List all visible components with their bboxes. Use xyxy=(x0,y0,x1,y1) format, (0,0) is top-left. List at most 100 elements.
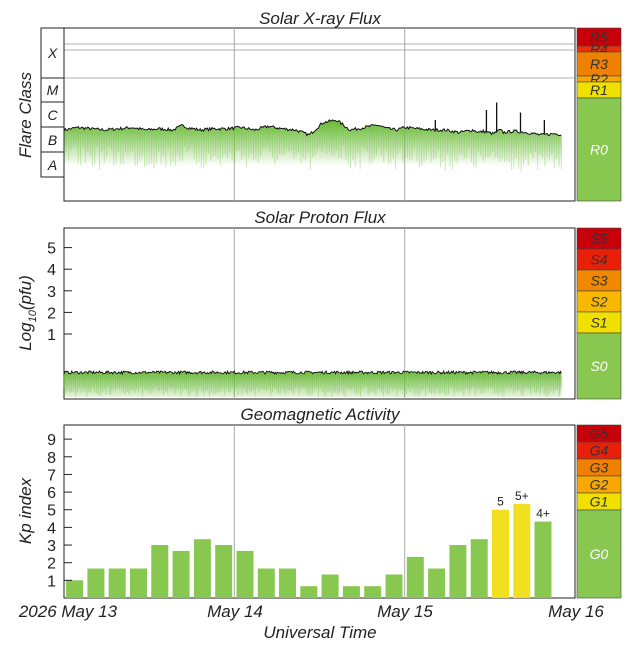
kp-bar xyxy=(279,568,296,598)
kp-bar xyxy=(513,503,531,598)
scale-band xyxy=(576,332,622,400)
scale-label: S2 xyxy=(590,294,607,310)
kp-bar xyxy=(193,539,211,598)
ytick-label: 1 xyxy=(47,327,56,344)
scale-label: S0 xyxy=(590,358,607,374)
proton-yticks: 1 2 3 4 5 xyxy=(47,241,72,344)
kp-gridlines xyxy=(233,425,406,598)
scale-label: S1 xyxy=(590,315,607,331)
kp-bar-label: 5 xyxy=(497,495,504,509)
kp-bar xyxy=(428,568,446,598)
proton-area-fill xyxy=(64,370,562,397)
scale-label: G1 xyxy=(590,494,609,510)
xray-plot-area xyxy=(63,27,576,202)
scale-label: S5 xyxy=(590,231,607,247)
ytick-label: 7 xyxy=(47,467,56,484)
time-tick-label: May 15 xyxy=(377,602,433,621)
kp-bar xyxy=(151,545,169,598)
class-label: C xyxy=(47,107,58,123)
scale-label: G5 xyxy=(590,426,609,442)
class-box xyxy=(40,151,65,178)
kp-bar xyxy=(406,556,424,598)
kp-bars: 5 5+ 4+ xyxy=(66,489,552,598)
scale-label: S4 xyxy=(590,252,607,268)
ytick-label: 4 xyxy=(47,262,56,279)
kp-bar xyxy=(130,568,147,598)
kp-bar xyxy=(108,568,126,598)
ytick-label: 3 xyxy=(47,284,56,301)
kp-plot-area xyxy=(63,424,576,599)
proton-title: Solar Proton Flux xyxy=(254,208,386,227)
scale-label: R5 xyxy=(590,29,608,45)
kp-bar xyxy=(215,545,233,598)
xray-area-fill xyxy=(64,119,562,166)
kp-bar xyxy=(321,574,339,598)
kp-bar xyxy=(342,586,360,598)
ytick-label: 2 xyxy=(47,556,56,573)
radiation-storm-scale: S5 S4 S3 S2 S1 S0 xyxy=(576,227,622,400)
kp-bar xyxy=(470,539,488,598)
scale-band xyxy=(576,509,622,599)
xray-flux-line xyxy=(63,119,562,137)
kp-bar xyxy=(236,550,254,598)
xray-title: Solar X-ray Flux xyxy=(259,9,381,28)
kp-bar xyxy=(492,509,509,598)
proton-ylabel: Log10(pfu) xyxy=(16,275,39,351)
ytick-label: 1 xyxy=(47,573,56,590)
ytick-label: 6 xyxy=(47,485,56,502)
proton-flux-area xyxy=(63,369,562,397)
xray-gridlines xyxy=(64,28,575,201)
kp-bar xyxy=(172,550,190,598)
class-label: B xyxy=(48,132,57,148)
scale-label: G3 xyxy=(590,460,609,476)
scale-band xyxy=(576,97,622,202)
scale-label: R1 xyxy=(590,82,608,98)
time-tick-label: May 14 xyxy=(207,602,263,621)
proton-flux-line xyxy=(63,369,562,376)
kp-bar-label: 5+ xyxy=(515,489,529,503)
kp-bar xyxy=(364,586,382,598)
class-label: A xyxy=(47,157,57,173)
kp-bar xyxy=(449,545,467,598)
xray-flux-area xyxy=(63,102,562,172)
kp-bar-label: 4+ xyxy=(536,507,550,521)
time-axis-ticks: 2026 May 13 May 14 May 15 May 16 xyxy=(18,602,605,621)
scale-label: G4 xyxy=(590,443,609,459)
kp-bar xyxy=(300,586,318,598)
proton-panel: Solar Proton Flux 1 2 3 4 5 S5 S4 S3 S2 S1 S0 Log… xyxy=(16,208,622,400)
kp-bar xyxy=(385,574,403,598)
scale-label: R3 xyxy=(590,56,608,72)
ytick-label: 5 xyxy=(47,241,56,258)
ytick-label: 3 xyxy=(47,538,56,555)
class-label: X xyxy=(47,45,58,61)
class-label: M xyxy=(47,82,59,98)
ytick-label: 8 xyxy=(47,450,56,467)
xray-ylabel: Flare Class xyxy=(16,72,35,158)
time-tick-label: May 16 xyxy=(548,602,604,621)
time-tick-label: 2026 May 13 xyxy=(18,602,118,621)
scale-label: S3 xyxy=(590,273,607,289)
ytick-label: 4 xyxy=(47,520,56,537)
kp-bar xyxy=(257,568,275,598)
kp-title: Geomagnetic Activity xyxy=(240,405,401,424)
kp-bar xyxy=(87,568,105,598)
ytick-label: 2 xyxy=(47,305,56,322)
ytick-label: 5 xyxy=(47,503,56,520)
scale-label: R0 xyxy=(590,142,608,158)
kp-ylabel: Kp index xyxy=(16,477,35,544)
scale-label: G2 xyxy=(590,477,609,493)
ytick-label: 9 xyxy=(47,432,56,449)
time-axis-label: Universal Time xyxy=(263,623,376,642)
kp-bar xyxy=(66,580,84,598)
kp-bar xyxy=(534,521,552,598)
scale-label: G0 xyxy=(590,546,609,562)
proton-plot-area xyxy=(63,227,576,400)
